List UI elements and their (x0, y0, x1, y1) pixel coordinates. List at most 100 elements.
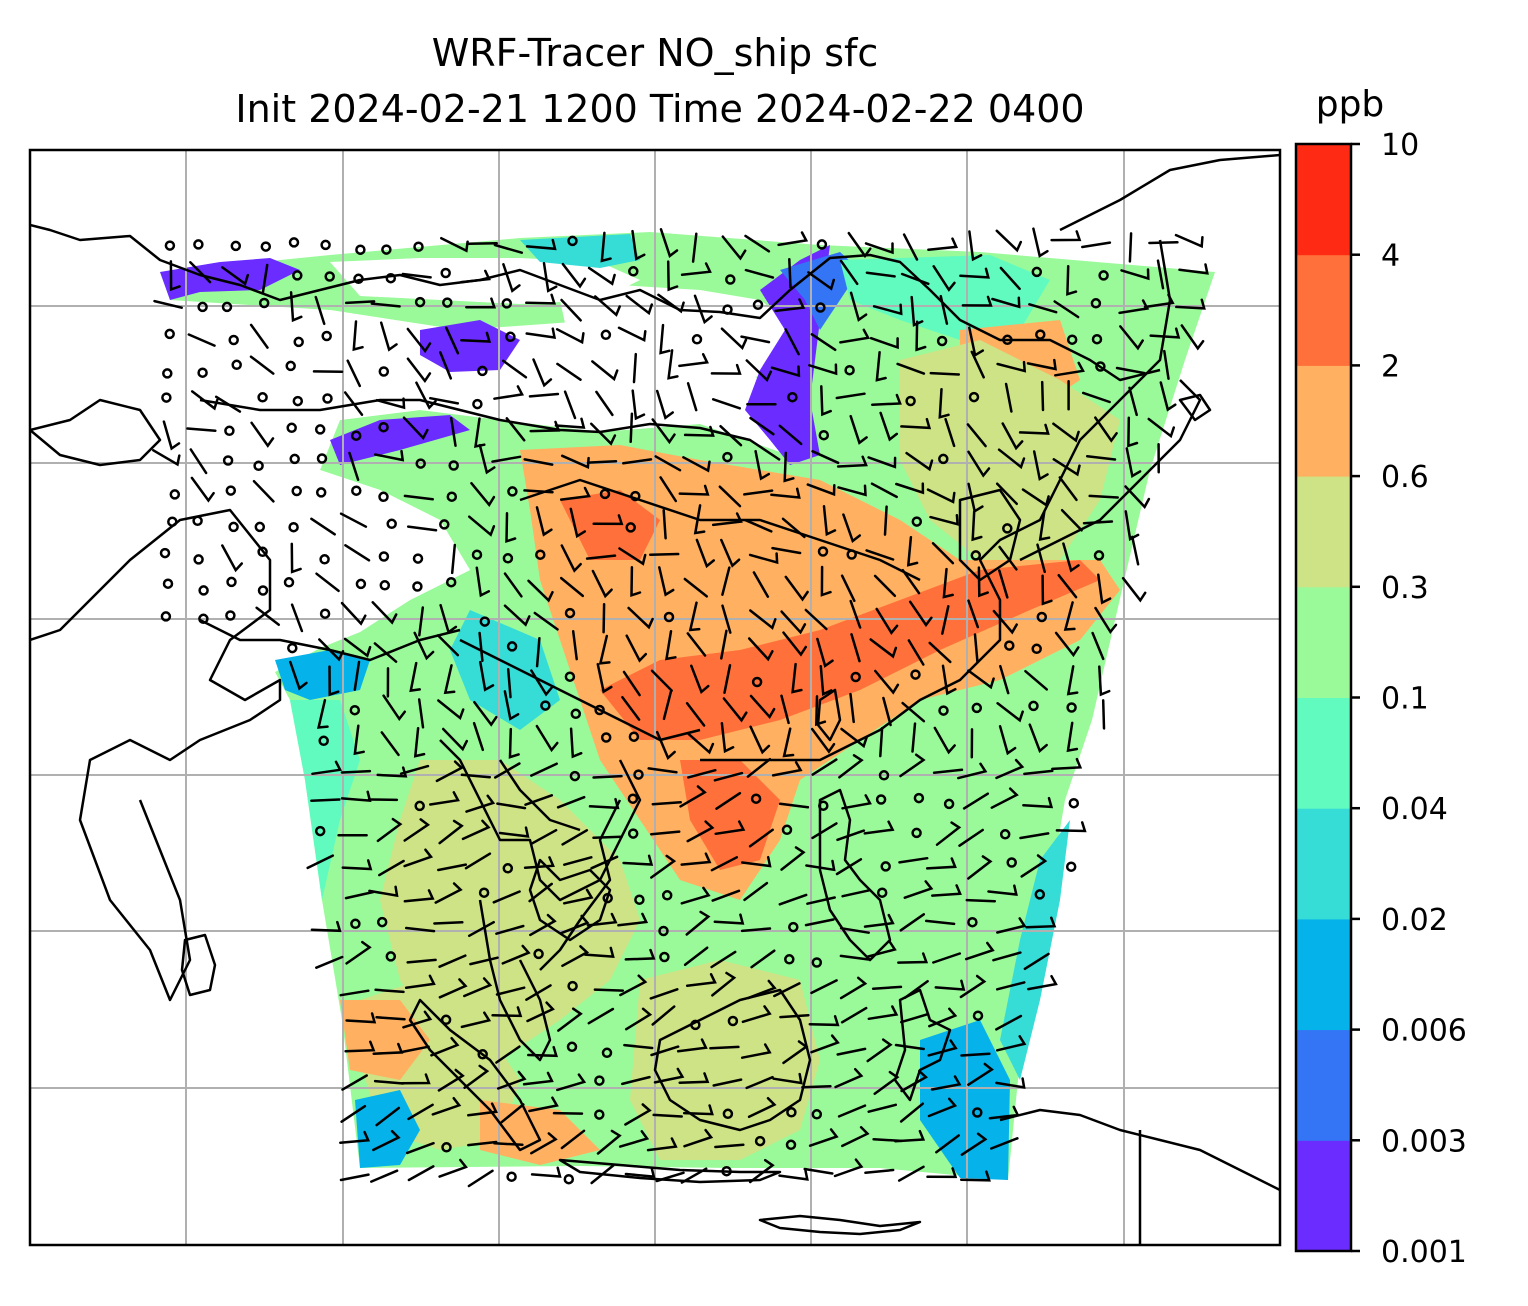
wind-barb (1036, 543, 1046, 574)
colorbar-tick-label: 0.04 (1381, 792, 1448, 827)
wind-barb (561, 262, 587, 289)
wind-barb (1027, 974, 1058, 991)
wind-barb (810, 727, 836, 754)
wind-barb (1163, 349, 1170, 380)
wind-barb (897, 952, 929, 964)
wind-barb (586, 459, 618, 464)
wind-barb (189, 261, 212, 284)
wind-barb (346, 359, 362, 388)
wind-barb-calm (257, 585, 269, 596)
wind-barb (1101, 699, 1106, 730)
wind-barb (1054, 631, 1080, 658)
wind-barb (429, 791, 460, 806)
wind-barb-calm (446, 491, 458, 502)
wind-barb (850, 633, 861, 663)
wind-barb (376, 817, 403, 843)
wind-barb (467, 1169, 494, 1188)
wind-barb-calm (283, 577, 295, 588)
wind-barb-calm (448, 460, 459, 471)
wind-barb (339, 989, 370, 997)
wind-barb (617, 912, 649, 927)
wind-barb-calm (972, 1010, 984, 1021)
wind-barb-calm (440, 267, 451, 279)
wind-barb (591, 360, 619, 382)
wind-barb (900, 417, 932, 430)
colorbar-tick-label: 10 (1381, 128, 1419, 163)
wind-barb-calm (160, 611, 172, 622)
wind-barb (438, 954, 467, 968)
wind-barb-calm (293, 336, 304, 348)
wind-barb (1026, 358, 1057, 371)
wind-barb (898, 856, 929, 864)
field-ygreen-borneo (630, 960, 820, 1160)
wind-barb (1174, 233, 1204, 249)
wind-barb (478, 631, 484, 663)
wind-barb-calm (445, 576, 457, 588)
wind-barb (992, 609, 1018, 635)
wind-barb-calm (911, 827, 922, 839)
wind-barb (622, 854, 654, 866)
wind-barb (810, 979, 838, 995)
wind-barb (252, 479, 275, 503)
wind-barb (938, 387, 950, 419)
wind-barb-calm (721, 1165, 732, 1177)
wind-barb (169, 260, 181, 292)
wind-barb (403, 848, 434, 868)
wind-barb (791, 662, 803, 694)
wind-barb (895, 482, 925, 495)
wind-barb-calm (349, 704, 361, 716)
wind-barb (353, 724, 365, 756)
wind-barb (556, 1073, 587, 1092)
wind-barb-calm (1036, 611, 1048, 623)
wind-barb (310, 517, 336, 536)
wind-barb (866, 940, 897, 958)
wind-barb (345, 1012, 377, 1024)
wind-barb (894, 1129, 926, 1143)
wind-barb (772, 1072, 803, 1085)
wind-barb-calm (193, 554, 204, 565)
wind-barb (1032, 227, 1049, 258)
field-nodata-north (560, 285, 800, 382)
wind-barb (646, 1137, 678, 1152)
wind-barb (496, 1070, 527, 1090)
wind-barb (849, 291, 868, 322)
wind-barb-calm (943, 798, 955, 810)
wind-barb (348, 451, 360, 481)
wind-barb (344, 544, 371, 562)
wind-barb (1098, 665, 1111, 697)
wind-barb (808, 1015, 840, 1027)
wind-barb (901, 701, 926, 723)
wind-barb (376, 766, 408, 778)
wind-barb (375, 1106, 401, 1127)
wind-barb (941, 605, 950, 635)
wind-barb (650, 830, 681, 836)
wind-barb-calm (197, 301, 208, 313)
wind-barb-calm (316, 453, 328, 464)
wind-barb (1066, 721, 1079, 753)
wind-barb-calm (376, 916, 388, 928)
wind-barb-calm (972, 1107, 983, 1118)
wind-barb (1120, 268, 1150, 281)
wind-barb (968, 326, 985, 358)
wind-barb (711, 398, 742, 410)
wind-barb-calm (381, 244, 392, 255)
wind-barb-calm (1065, 861, 1077, 872)
wind-barb-calm (750, 793, 762, 804)
wind-barb (1028, 303, 1058, 314)
wind-barb (964, 941, 995, 961)
wind-barb (655, 730, 676, 761)
wind-barb (1127, 416, 1139, 448)
wind-barb (339, 1173, 370, 1182)
wind-barb (688, 601, 701, 632)
wind-barb (153, 299, 183, 309)
border-laos (498, 759, 581, 832)
wind-barb (190, 476, 215, 503)
wind-barb (1052, 458, 1081, 477)
colorbar-band (1296, 1029, 1351, 1141)
wind-barb (379, 321, 398, 352)
wind-barb (429, 396, 460, 405)
wind-barb-calm (167, 516, 178, 527)
wind-barb (721, 566, 731, 596)
wind-barb-calm (968, 391, 980, 403)
wind-barb (899, 913, 926, 932)
